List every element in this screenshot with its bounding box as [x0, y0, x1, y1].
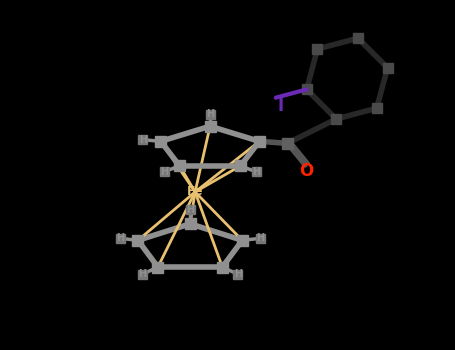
Bar: [217, 261, 228, 273]
Bar: [383, 63, 393, 73]
Bar: [353, 33, 363, 43]
Bar: [160, 167, 168, 176]
Bar: [205, 121, 216, 132]
Text: H: H: [160, 167, 168, 177]
Bar: [155, 136, 166, 147]
Bar: [138, 135, 147, 144]
Text: H: H: [206, 109, 214, 119]
Text: H: H: [234, 269, 242, 279]
Bar: [233, 270, 242, 279]
Bar: [152, 261, 163, 273]
Bar: [185, 218, 196, 229]
Bar: [254, 136, 265, 147]
Bar: [302, 84, 312, 94]
Bar: [186, 205, 195, 214]
Text: H: H: [138, 269, 147, 279]
Bar: [235, 160, 246, 171]
Text: H: H: [139, 135, 147, 145]
Bar: [331, 114, 341, 124]
Text: H: H: [116, 233, 124, 243]
Bar: [372, 103, 382, 113]
Bar: [116, 234, 125, 243]
Text: I: I: [278, 97, 284, 115]
Bar: [206, 110, 215, 119]
Bar: [138, 270, 147, 279]
Bar: [256, 234, 264, 243]
Text: O: O: [299, 162, 313, 180]
Bar: [237, 235, 248, 246]
Bar: [252, 167, 261, 176]
Bar: [174, 160, 185, 171]
Text: H: H: [252, 167, 260, 177]
Text: H: H: [186, 205, 194, 215]
Text: H: H: [256, 233, 264, 243]
Bar: [132, 235, 143, 246]
Text: Fe: Fe: [187, 186, 203, 198]
Bar: [313, 44, 323, 54]
Bar: [282, 138, 293, 149]
